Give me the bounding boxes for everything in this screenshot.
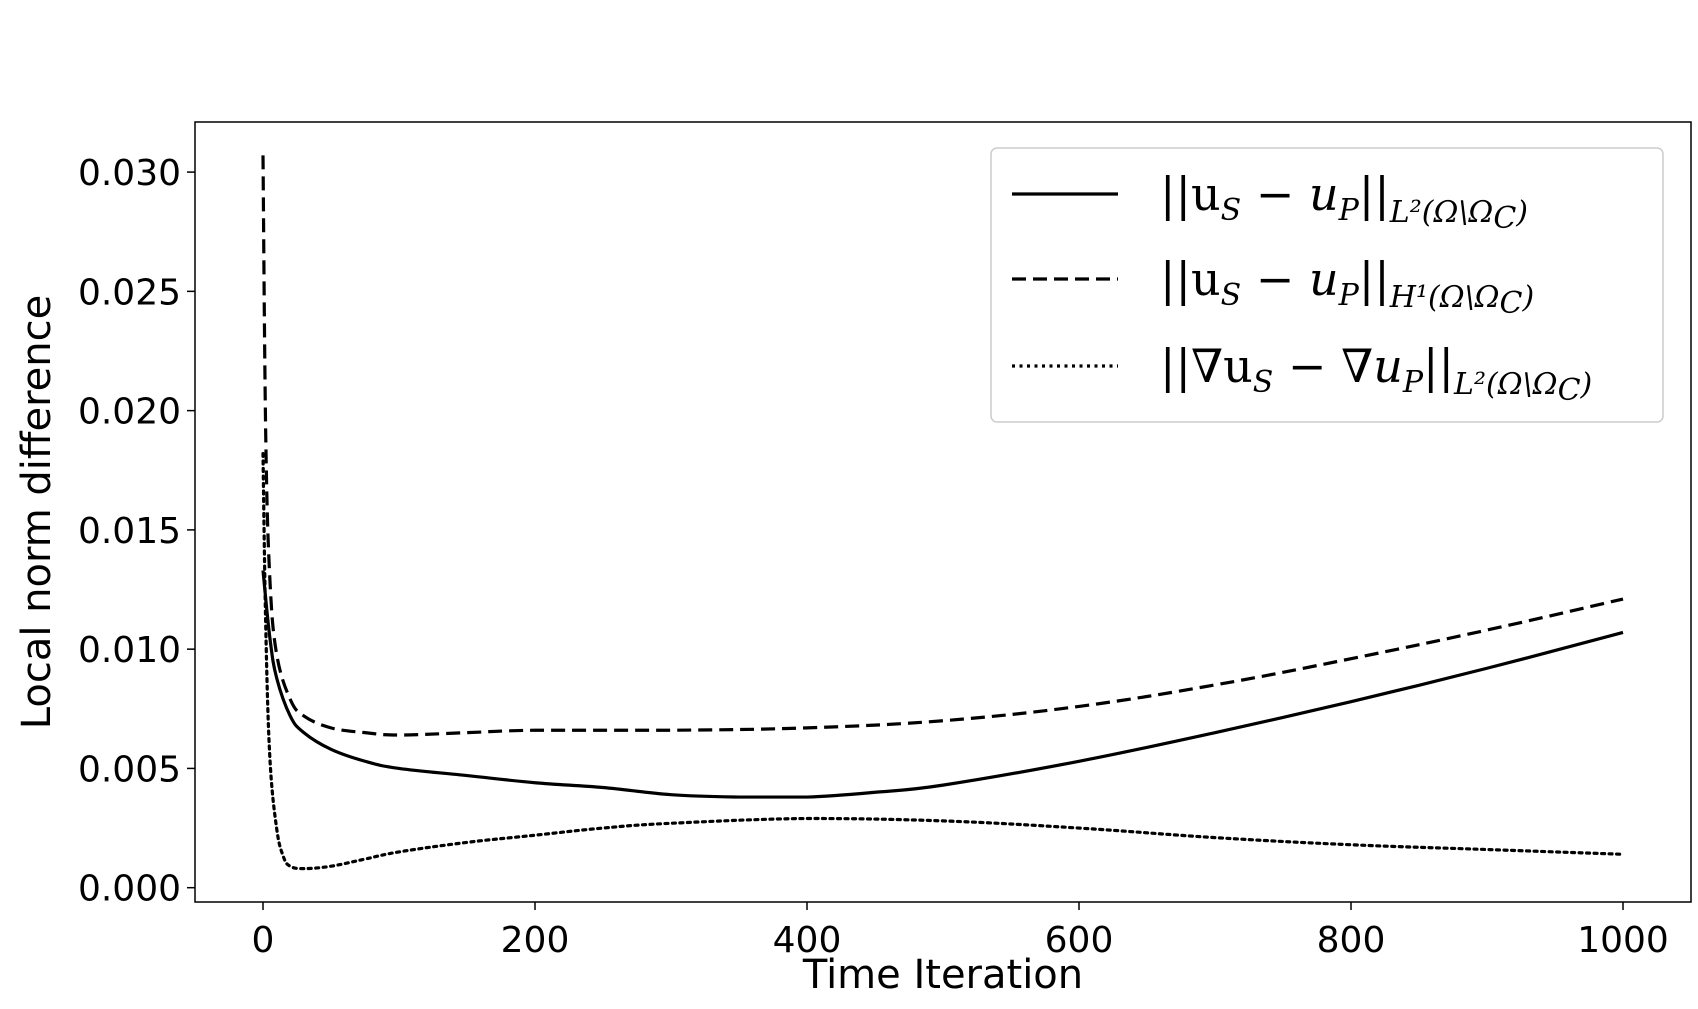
x-axis-label: Time Iteration — [802, 952, 1083, 998]
x-tick-label: 1000 — [1577, 920, 1669, 961]
legend: ||uS − uP||L²(Ω\ΩC) ||uS − uP||H¹(Ω\ΩC) ||… — [990, 147, 1664, 423]
series-line-1 — [261, 570, 1624, 799]
y-axis: 0.000 0.005 0.010 0.015 0.020 0.025 0.030 — [78, 153, 195, 910]
y-tick-label: 0.030 — [78, 153, 181, 194]
y-tick-label: 0.015 — [78, 511, 181, 552]
x-tick-label: 200 — [501, 920, 570, 961]
legend-label-2: ||uS − uP||H¹(Ω\ΩC) — [1160, 252, 1534, 321]
y-tick-label: 0.025 — [78, 272, 181, 313]
legend-label-3: ||∇uS − ∇uP||L²(Ω\ΩC) — [1160, 339, 1592, 408]
x-tick-label: 600 — [1045, 920, 1114, 961]
x-tick-label: 0 — [252, 920, 275, 961]
series-line-3 — [261, 451, 1625, 871]
x-axis: 0 200 400 600 800 1000 — [252, 902, 1669, 961]
y-tick-label: 0.010 — [78, 630, 181, 671]
legend-box — [990, 147, 1664, 423]
y-axis-label: Local norm difference — [14, 295, 60, 729]
y-tick-label: 0.005 — [78, 749, 181, 790]
legend-label-1: ||uS − uP||L²(Ω\ΩC) — [1160, 167, 1528, 236]
series-line-2 — [261, 155, 1624, 737]
y-tick-label: 0.000 — [78, 869, 181, 910]
x-tick-label: 400 — [773, 920, 842, 961]
series-lines — [261, 155, 1625, 871]
y-tick-label: 0.020 — [78, 392, 181, 433]
x-tick-label: 800 — [1317, 920, 1386, 961]
